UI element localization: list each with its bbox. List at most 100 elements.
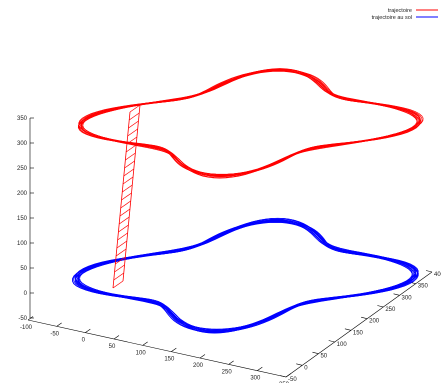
z-tick-label: 100 [17,241,28,247]
x-tick-mark [56,322,62,327]
air-trajectory-line [81,70,420,177]
climb-segment [129,104,141,113]
climb-segment [121,192,132,201]
climb-segment [115,256,126,265]
x-tick-mark [228,360,234,365]
x-tick-label: 50 [109,344,116,350]
climb-segment [117,232,128,241]
climb-segment [128,112,140,121]
air-trajectory-line [80,70,421,178]
climb-segment [128,120,139,129]
x-tick-mark [142,341,148,346]
axes-group: -50 0 50 100 150 200 250 300 350 -100 -50 0 50 100 150… [17,116,441,383]
x-tick-mark [27,316,34,321]
climb-segment [115,248,127,257]
x-axis-line [27,319,287,378]
x-tick-label: 100 [136,350,147,356]
climb-segment [122,176,134,185]
y-tick-mark [344,328,351,331]
legend-label: trajectoire [388,8,412,14]
y-tick-label: 350 [418,284,429,290]
air-trajectory-line [78,69,423,178]
climb-segment [122,184,133,193]
ground-trajectory-line [77,221,414,331]
climb-segment [123,168,135,177]
air-trajectory-line [77,68,421,177]
z-tick-label: 200 [17,191,28,197]
climb-segment [119,208,131,217]
x-tick-label: 250 [222,369,233,375]
y-axis-line [285,271,433,378]
x-tick-label: -100 [20,325,33,331]
y-tick-label: -50 [288,377,297,383]
ground-trajectory-line [76,220,416,332]
climb-segment [116,240,128,249]
y-tick-mark [296,363,303,366]
y-tick-mark [312,351,319,354]
climb-edge [112,111,131,289]
ground-trajectory-line [77,220,413,330]
z-tick-label: 50 [20,266,27,272]
x-tick-label: 0 [82,338,86,344]
x-tick-mark [199,354,206,359]
y-tick-label: 250 [385,307,396,313]
climb-segment [125,144,137,153]
y-tick-label: 400 [434,272,441,278]
climb-segment [124,160,135,169]
z-tick-label: 250 [17,166,28,172]
x-tick-mark [171,347,177,352]
air-trajectory-line [78,68,421,177]
y-tick-label: 100 [337,342,348,348]
x-tick-mark [85,328,91,333]
ground-trajectory-line [78,221,416,332]
climb-segment [118,224,129,233]
x-tick-label: 300 [250,376,261,382]
z-tick-label: -50 [18,316,27,322]
y-tick-label: 150 [353,330,364,336]
climb-segment [127,128,138,137]
z-tick-label: 150 [17,216,28,222]
ground-trajectory-line [75,219,416,331]
ground-trajectory-line [74,219,417,332]
ground-trajectory-line [73,218,419,333]
y-tick-label: 0 [304,365,308,371]
legend-label: trajectoire au sol [372,15,412,21]
x-tick-mark [285,373,292,378]
x-tick-label: -50 [50,331,59,337]
air-trajectory-line [81,69,418,175]
z-tick-label: 0 [24,291,28,297]
z-tick-label: 350 [17,116,28,122]
y-tick-mark [361,316,368,319]
ground-trajectory-line [78,221,413,330]
climb-edge [122,104,141,282]
air-trajectory-line [78,68,422,177]
air-trajectory-line [78,69,424,179]
air-trajectory-line [82,70,418,176]
y-tick-label: 300 [402,295,413,301]
y-tick-mark [279,375,287,378]
x-tick-mark [113,335,120,340]
air-trajectory-line [80,69,421,177]
series-trajectoire-au-sol [72,217,419,334]
y-tick-label: 200 [369,319,380,325]
y-tick-mark [425,270,433,273]
climb-segment [114,264,125,273]
ground-trajectory-line [74,219,416,331]
ground-trajectory-line [79,222,413,330]
y-tick-label: 50 [320,354,327,360]
climb-segment [120,200,131,209]
y-tick-mark [377,305,384,308]
climb-segment [118,216,130,225]
climb-segment [113,272,125,281]
ground-trajectory-line [77,221,416,333]
climb-segment [126,136,138,145]
x-tick-mark [257,366,263,371]
air-trajectory-line [81,70,419,176]
z-tick-label: 300 [17,141,28,147]
climb-segment [112,280,124,289]
x-tick-label: 200 [193,363,204,369]
air-trajectory-line [80,69,418,175]
x-tick-label: 150 [164,357,175,363]
